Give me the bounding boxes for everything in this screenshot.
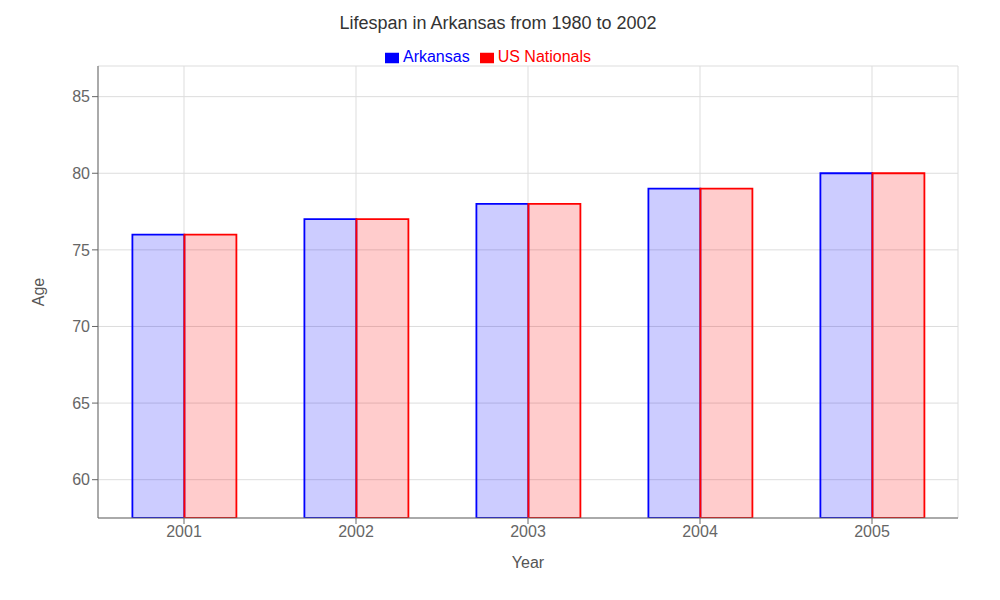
svg-text:Age: Age	[30, 278, 47, 307]
svg-text:65: 65	[72, 395, 90, 412]
svg-text:85: 85	[72, 88, 90, 105]
svg-text:60: 60	[72, 471, 90, 488]
html-text:Arkansas: Arkansas	[403, 48, 470, 65]
svg-text:2001: 2001	[166, 523, 202, 540]
svg-text:Year: Year	[512, 554, 545, 571]
svg-text:2004: 2004	[682, 523, 718, 540]
svg-text:70: 70	[72, 318, 90, 335]
svg-text:2002: 2002	[338, 523, 374, 540]
svg-text:75: 75	[72, 242, 90, 259]
svg-text:80: 80	[72, 165, 90, 182]
svg-text:2003: 2003	[510, 523, 546, 540]
html-text:Lifespan in Arkansas from 1980: Lifespan in Arkansas from 1980 to 2002	[339, 13, 657, 33]
html-text:US Nationals: US Nationals	[497, 48, 591, 65]
svg-text:2005: 2005	[854, 523, 890, 540]
